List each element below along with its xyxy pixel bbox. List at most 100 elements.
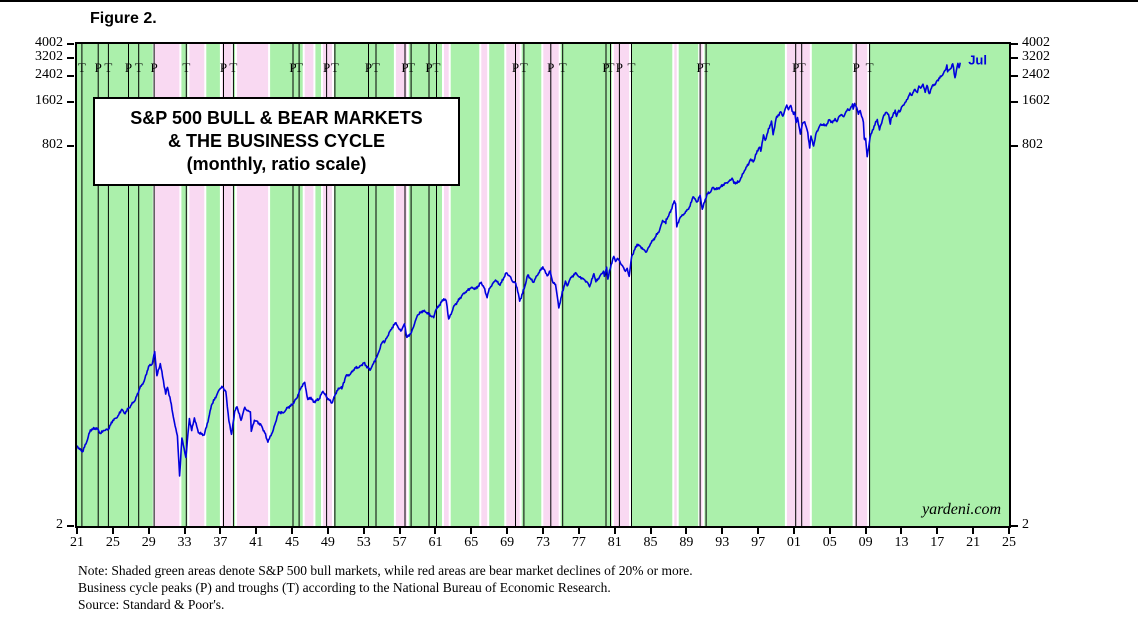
watermark: yardeni.com (920, 501, 1001, 518)
y-tick (67, 43, 74, 45)
y-tick-label: 2 (56, 517, 63, 532)
y-tick-label: 1602 (1022, 93, 1050, 109)
x-tick (291, 528, 294, 534)
x-tick (111, 528, 114, 534)
y-tick (67, 525, 74, 527)
x-tick (183, 528, 186, 534)
x-tick-label: 25 (105, 535, 120, 550)
chart-title-line1: S&P 500 BULL & BEAR MARKETS (130, 108, 423, 128)
x-tick-label: 57 (392, 535, 407, 550)
footnotes: Note: Shaded green areas denote S&P 500 … (78, 562, 693, 613)
x-tick-label: 81 (607, 535, 622, 550)
business-cycle-label: P (547, 60, 554, 75)
y-tick-label: 2402 (35, 67, 63, 83)
note-line-2: Business cycle peaks (P) and troughs (T)… (78, 580, 611, 595)
x-tick (76, 528, 78, 534)
last-month-label: Jul (968, 53, 987, 68)
x-tick-label: 97 (751, 535, 766, 550)
y-tick-label: 4002 (35, 35, 63, 50)
chart-title-line3: (monthly, ratio scale) (186, 154, 367, 174)
x-tick-label: 21 (966, 535, 981, 550)
business-cycle-label: T (702, 60, 710, 75)
x-tick (147, 528, 150, 534)
x-tick (362, 528, 365, 534)
y-tick-label: 3202 (1022, 49, 1050, 65)
business-cycle-label: P (95, 60, 102, 75)
business-cycle-label: P (125, 60, 132, 75)
y-tick (67, 57, 74, 60)
business-cycle-label: P (792, 60, 799, 75)
bear-market-band (674, 44, 677, 526)
x-tick-label: 85 (643, 535, 658, 550)
y-tick-label: 802 (1022, 136, 1043, 152)
y-tick-label: 2 (1022, 517, 1029, 532)
y-tick-label: 3202 (35, 49, 63, 65)
chart-title-box: S&P 500 BULL & BEAR MARKETS & THE BUSINE… (93, 97, 460, 186)
business-cycle-label: P (365, 60, 372, 75)
bear-market-band (323, 44, 332, 526)
x-tick (828, 528, 831, 534)
business-cycle-label: T (104, 60, 112, 75)
y-tick (1011, 57, 1018, 60)
business-cycle-label: T (229, 60, 237, 75)
business-cycle-label: T (182, 60, 190, 75)
y-tick-label: 802 (42, 136, 63, 152)
x-tick (1008, 528, 1010, 534)
business-cycle-label: T (866, 60, 874, 75)
y-tick (1011, 75, 1018, 78)
bear-market-band (481, 44, 488, 526)
y-tick-label: 4002 (1022, 35, 1050, 50)
business-cycle-label: T (433, 60, 441, 75)
business-cycle-label: P (323, 60, 330, 75)
x-tick-label: 89 (679, 535, 694, 550)
x-tick-label: 65 (464, 535, 479, 550)
x-tick (685, 528, 688, 534)
x-tick-label: 45 (285, 535, 300, 550)
chart-title-line2: & THE BUSINESS CYCLE (167, 131, 386, 151)
y-tick (1011, 101, 1018, 104)
x-tick-label: 41 (249, 535, 264, 550)
bear-market-band (786, 44, 810, 526)
bear-market-band (700, 44, 703, 526)
x-tick (434, 528, 437, 534)
x-tick-label: 37 (213, 535, 228, 550)
x-tick (398, 528, 401, 534)
x-tick-label: 53 (356, 535, 371, 550)
business-cycle-label: T (135, 60, 143, 75)
x-tick-label: 77 (571, 535, 586, 550)
y-tick (1011, 144, 1018, 147)
bear-market-band (506, 44, 520, 526)
bear-market-band (304, 44, 314, 526)
x-tick (577, 528, 580, 534)
business-cycle-label: T (628, 60, 636, 75)
business-cycle-label: T (520, 60, 528, 75)
x-tick-label: 17 (930, 535, 945, 550)
plot-area: T P T P T P T P T P T P T P T P T P T P T P T P T P T P T P T P T Jul yard… (75, 42, 1011, 528)
business-cycle-label: P (220, 60, 227, 75)
x-tick-label: 09 (858, 535, 873, 550)
bear-market-band (854, 44, 868, 526)
sp500-line (77, 62, 961, 477)
business-cycle-label: P (425, 60, 432, 75)
x-tick (972, 528, 975, 534)
x-tick-label: 29 (141, 535, 156, 550)
x-tick-label: 73 (536, 535, 550, 550)
business-cycle-label: P (602, 60, 609, 75)
x-tick-label: 01 (786, 535, 801, 550)
x-tick (326, 528, 329, 534)
x-tick-label: 25 (1002, 535, 1016, 550)
y-tick (1011, 525, 1018, 527)
business-cycle-label: P (616, 60, 623, 75)
x-tick-label: 33 (177, 535, 192, 550)
x-tick (864, 528, 867, 534)
bear-market-band (395, 44, 407, 526)
x-tick-label: 21 (70, 535, 84, 550)
x-tick (721, 528, 724, 534)
business-cycle-label: T (78, 60, 86, 75)
business-cycle-label: T (607, 60, 615, 75)
x-tick-label: 05 (822, 535, 837, 550)
business-cycle-label: T (407, 60, 415, 75)
x-tick (219, 528, 222, 534)
business-cycle-label: T (295, 60, 303, 75)
